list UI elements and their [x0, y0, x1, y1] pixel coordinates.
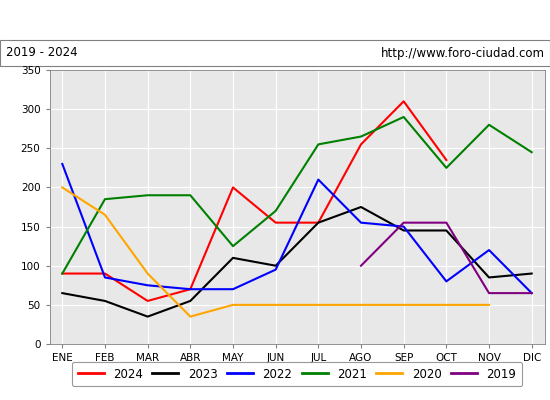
Text: 2019 - 2024: 2019 - 2024 — [6, 46, 77, 60]
Text: Evolucion Nº Turistas Nacionales en el municipio de Corcos: Evolucion Nº Turistas Nacionales en el m… — [59, 12, 491, 28]
FancyBboxPatch shape — [0, 40, 550, 66]
Text: http://www.foro-ciudad.com: http://www.foro-ciudad.com — [381, 46, 544, 60]
Legend: 2024, 2023, 2022, 2021, 2020, 2019: 2024, 2023, 2022, 2021, 2020, 2019 — [72, 362, 522, 386]
